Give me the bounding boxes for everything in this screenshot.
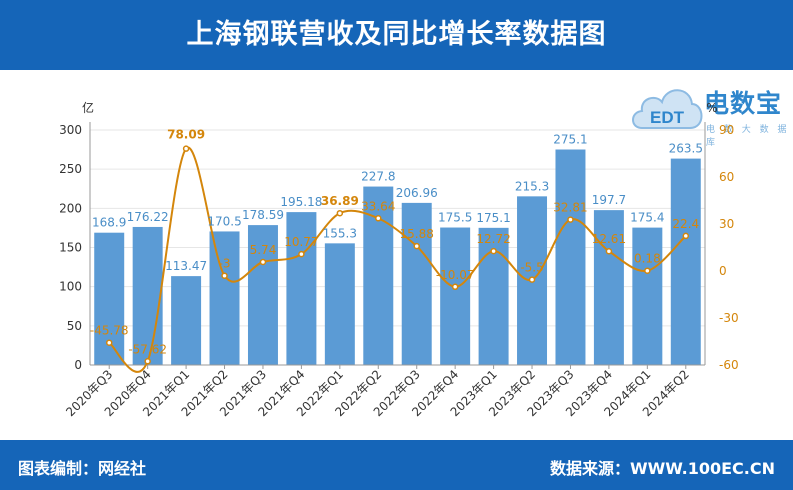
cloud-logo-icon: EDT <box>632 89 703 129</box>
revenue-bars <box>94 149 701 365</box>
chart-title: 上海钢联营收及同比增长率数据图 <box>186 19 607 50</box>
bar-value-label: 155.3 <box>323 226 357 240</box>
footer-source: 数据来源：WWW.100EC.CN <box>549 459 775 478</box>
growth-value-label: -5.5 <box>520 261 543 275</box>
growth-value-label: -45.78 <box>90 324 129 338</box>
y-left-tick-label: 300 <box>59 123 82 137</box>
footer-credit: 图表编制：网经社 <box>18 459 147 478</box>
y-left-tick-label: 200 <box>59 201 82 215</box>
y-left-tick-label: 0 <box>74 358 82 372</box>
revenue-bar <box>286 212 317 365</box>
growth-point <box>182 145 190 152</box>
y-right-tick-label: -60 <box>719 358 739 372</box>
bar-value-label: 178.59 <box>242 208 284 222</box>
growth-point <box>567 216 574 223</box>
y-left-tick-label: 50 <box>67 319 82 333</box>
bar-value-label: 263.5 <box>669 142 703 156</box>
bar-value-label: 227.8 <box>361 170 395 184</box>
bar-value-label: 175.5 <box>438 211 472 225</box>
y-right-tick-label: -30 <box>719 311 739 325</box>
title-banner: 上海钢联营收及同比增长率数据图 <box>0 0 793 70</box>
revenue-bar <box>324 243 355 365</box>
growth-point <box>682 232 690 240</box>
bar-value-label: 176.22 <box>127 210 169 224</box>
growth-value-label: 36.89 <box>321 194 359 208</box>
revenue-bar <box>132 226 163 365</box>
logo-brand: 电数宝 <box>704 89 783 118</box>
logo-subtitle: 电 数 大 数 据 库 <box>706 125 790 148</box>
y-right-tick-label: 30 <box>719 217 734 231</box>
y-left-tick-label: 250 <box>59 162 82 176</box>
growth-point <box>605 247 613 255</box>
bar-value-label: 215.3 <box>515 179 549 193</box>
footer-banner: 图表编制：网经社 数据来源：WWW.100EC.CN <box>0 440 793 490</box>
growth-value-label: 15.88 <box>400 227 434 241</box>
bar-value-label: 197.7 <box>592 193 626 207</box>
growth-value-label: 32.81 <box>553 201 587 215</box>
revenue-growth-chart: 050100150200250300-60-3003060902020年Q320… <box>59 100 739 419</box>
growth-value-label: -3 <box>219 257 231 271</box>
growth-point <box>528 276 536 283</box>
bar-value-label: 175.1 <box>476 211 510 225</box>
growth-value-label: 22.4 <box>672 217 699 231</box>
growth-value-label: 10.77 <box>284 235 318 249</box>
bar-value-label: 170.5 <box>207 214 241 228</box>
revenue-bar <box>440 227 471 365</box>
bar-value-label: 195.18 <box>280 195 322 209</box>
y-axis-right-label: % <box>706 101 717 115</box>
bar-value-label: 206.96 <box>396 186 438 200</box>
y-left-tick-label: 150 <box>59 241 82 255</box>
bar-value-label: 168.9 <box>92 216 126 230</box>
y-right-tick-label: 60 <box>719 170 734 184</box>
growth-value-label: 0.18 <box>634 252 661 266</box>
growth-value-label: 33.64 <box>361 199 395 213</box>
y-axis-left-label: 亿 <box>82 100 94 115</box>
growth-value-label: -10.07 <box>436 268 475 282</box>
logo-mark: EDT <box>650 108 685 127</box>
revenue-bar <box>171 276 202 365</box>
growth-value-label: 5.74 <box>250 243 277 257</box>
bar-value-label: 175.4 <box>630 211 664 225</box>
growth-value-label: 78.09 <box>167 128 205 142</box>
y-left-tick-label: 100 <box>59 280 82 294</box>
growth-point <box>490 247 497 255</box>
bar-value-label: 113.47 <box>165 259 207 273</box>
bar-value-label: 275.1 <box>553 133 587 147</box>
revenue-bar <box>247 225 278 365</box>
revenue-bar <box>632 227 663 365</box>
growth-line-series <box>105 145 690 373</box>
growth-point <box>144 358 151 365</box>
growth-point <box>451 283 459 291</box>
logo: EDT 电数宝 电 数 大 数 据 库 <box>628 76 793 148</box>
revenue-bar <box>555 149 586 365</box>
growth-point <box>298 250 305 258</box>
growth-value-label: -57.62 <box>128 342 167 356</box>
growth-point <box>413 242 420 250</box>
growth-point <box>259 258 267 266</box>
y-right-tick-label: 90 <box>719 123 734 137</box>
growth-point <box>336 209 344 217</box>
growth-value-label: 12.61 <box>592 232 626 246</box>
y-right-tick-label: 0 <box>719 264 727 278</box>
revenue-bar <box>593 210 624 365</box>
revenue-bar <box>401 202 432 365</box>
growth-point <box>375 215 382 222</box>
growth-point <box>105 339 113 346</box>
revenue-bar <box>209 231 240 365</box>
growth-point <box>644 267 651 274</box>
growth-value-label: 12.72 <box>476 232 510 246</box>
revenue-bar <box>670 158 701 365</box>
growth-point <box>221 272 228 279</box>
